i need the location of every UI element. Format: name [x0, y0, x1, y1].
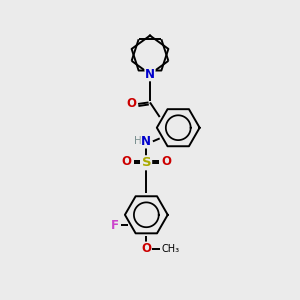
Text: O: O: [127, 98, 136, 110]
Text: S: S: [142, 156, 151, 169]
Text: O: O: [121, 155, 131, 168]
Text: N: N: [145, 68, 155, 81]
Text: N: N: [141, 135, 151, 148]
Text: CH₃: CH₃: [161, 244, 179, 254]
Text: H: H: [134, 136, 142, 146]
Text: O: O: [141, 242, 151, 255]
Text: F: F: [111, 219, 119, 232]
Text: O: O: [161, 155, 172, 168]
